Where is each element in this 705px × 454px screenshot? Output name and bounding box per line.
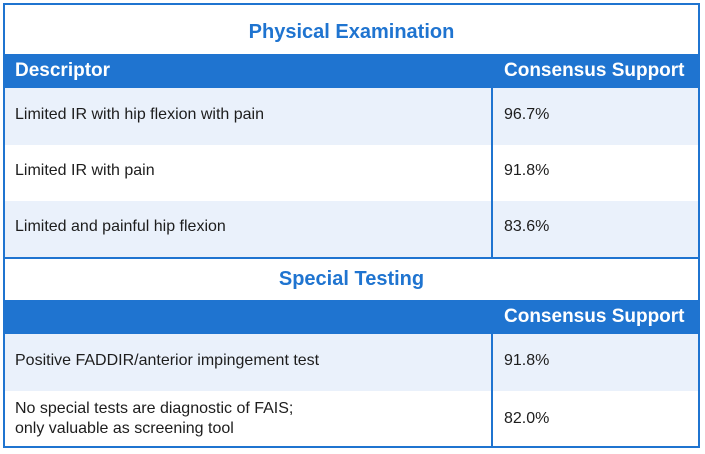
column-divider [491,334,493,446]
row-descriptor-line1: No special tests are diagnostic of FAIS; [15,400,294,417]
special-header-row: Consensus Support [5,300,698,334]
row-support: 82.0% [504,410,550,427]
table-row: No special tests are diagnostic of FAIS;… [5,391,698,448]
section-divider [5,257,698,259]
row-support: 83.6% [504,218,550,235]
row-support: 96.7% [504,106,550,123]
descriptor-header: Descriptor [15,60,111,81]
row-descriptor: Limited IR with pain [15,162,155,179]
table-row: Positive FADDIR/anterior impingement tes… [5,334,698,391]
physical-header-row: Descriptor Consensus Support [5,54,698,88]
table-row: Limited IR with pain 91.8% [5,145,698,201]
row-descriptor: Positive FADDIR/anterior impingement tes… [15,352,320,369]
column-divider [491,88,493,257]
row-descriptor: Limited IR with hip flexion with pain [15,106,265,123]
row-descriptor: Limited and painful hip flexion [15,218,226,235]
consensus-table: Physical Examination Descriptor Consensu… [3,3,700,448]
physical-exam-title: Physical Examination [248,21,455,43]
consensus-support-header: Consensus Support [504,306,685,327]
row-support: 91.8% [504,162,550,179]
row-descriptor-line2: only valuable as screening tool [15,420,234,437]
table-row: Limited and painful hip flexion 83.6% [5,201,698,257]
table-row: Limited IR with hip flexion with pain 96… [5,88,698,145]
row-support: 91.8% [504,352,550,369]
row-descriptor: No special tests are diagnostic of FAIS;… [15,399,293,439]
consensus-support-header: Consensus Support [504,60,685,81]
special-testing-title: Special Testing [278,268,425,290]
